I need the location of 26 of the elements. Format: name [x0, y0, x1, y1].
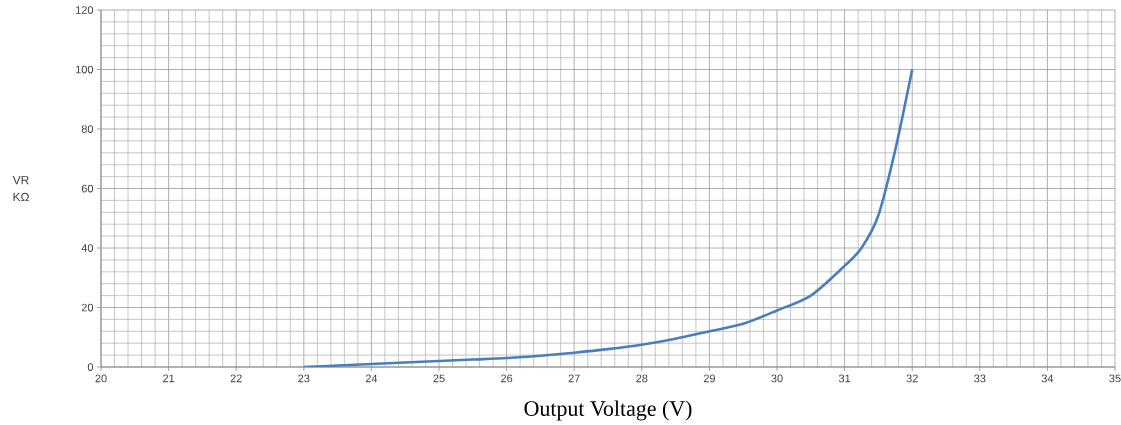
x-tick-label: 35: [1109, 374, 1121, 383]
x-tick-label: 32: [906, 374, 918, 383]
y-tick-label: 120: [76, 6, 94, 14]
y-axis-title: VR KΩ: [12, 175, 29, 202]
x-tick-label: 22: [230, 374, 242, 383]
x-tick-label: 20: [95, 374, 107, 383]
y-tick-label: 60: [81, 184, 94, 193]
x-tick-label: 24: [365, 374, 378, 383]
x-tick-label: 31: [838, 374, 851, 383]
x-tick-label: 27: [568, 374, 580, 383]
y-tick-label: 40: [81, 244, 94, 252]
x-tick-label: 28: [636, 374, 648, 383]
y-tick-label: 20: [81, 303, 94, 312]
y-tick-label: 80: [81, 125, 94, 133]
x-tick-label: 29: [703, 374, 715, 383]
x-tick-label: 34: [1041, 374, 1054, 383]
x-axis-title: Output Voltage (V): [524, 400, 692, 421]
y-tick-label: 100: [76, 65, 94, 74]
x-tick-label: 33: [974, 374, 986, 383]
x-tick-label: 25: [433, 374, 445, 383]
y-tick-label: 0: [87, 363, 94, 371]
x-tick-label: 23: [298, 374, 310, 383]
x-tick-label: 21: [163, 374, 175, 383]
x-tick-label: 26: [501, 374, 513, 383]
line-series: [302, 68, 914, 367]
x-tick-label: 30: [771, 374, 783, 383]
